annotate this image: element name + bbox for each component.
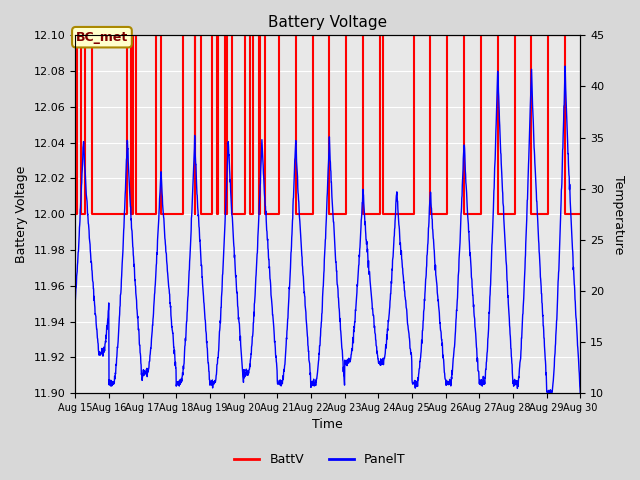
Y-axis label: Battery Voltage: Battery Voltage [15,166,28,263]
Y-axis label: Temperature: Temperature [612,175,625,254]
Legend: BattV, PanelT: BattV, PanelT [229,448,411,471]
X-axis label: Time: Time [312,419,343,432]
Text: BC_met: BC_met [76,31,128,44]
Title: Battery Voltage: Battery Voltage [268,15,387,30]
